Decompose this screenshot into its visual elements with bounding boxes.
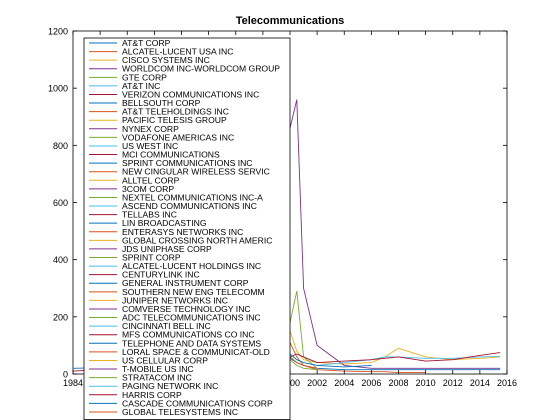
legend-label: COMVERSE TECHNOLOGY INC [122,304,251,314]
x-tick-label: 2004 [334,378,354,388]
legend-label: WORLDCOM INC-WORLDCOM GROUP [122,64,280,74]
legend-label: US WEST INC [122,141,178,151]
x-tick-label: 2006 [361,378,381,388]
legend-label: ALCATEL-LUCENT HOLDINGS INC [122,261,261,271]
legend-label: CENTURYLINK INC [122,270,200,280]
x-tick-label: 2008 [388,378,408,388]
legend-label: STRATACOM INC [122,373,192,383]
legend-label: ENTERASYS NETWORKS INC [122,227,243,237]
legend-label: BELLSOUTH CORP [122,98,201,108]
legend-label: AT&T CORP [122,38,171,48]
legend-label: T-MOBILE US INC [122,364,194,374]
legend-box [83,37,291,420]
x-tick-label: 2002 [307,378,327,388]
legend-label: SOUTHERN NEW ENG TELECOMM [122,287,265,297]
legend-label: JDS UNIPHASE CORP [122,244,212,254]
legend-label: GTE CORP [122,72,167,82]
legend-label: GLOBAL TELESYSTEMS INC [122,407,238,417]
x-tick-label: 1984 [63,378,83,388]
legend-label: CINCINNATI BELL INC [122,321,211,331]
y-tick-label: 800 [53,141,68,151]
y-tick-label: 200 [53,312,68,322]
legend-label: CISCO SYSTEMS INC [122,55,210,65]
legend-label: HARRIS CORP [122,390,182,400]
legend-label: ALLTEL CORP [122,175,180,185]
legend-label: GLOBAL CROSSING NORTH AMERIC [122,235,272,245]
legend-label: JUNIPER NETWORKS INC [122,295,228,305]
y-tick-label: 400 [53,255,68,265]
legend-label: CASCADE COMMUNICATIONS CORP [122,398,273,408]
legend-label: SPRINT CORP [122,253,181,263]
y-tick-label: 1000 [48,84,68,94]
legend-label: VODAFONE AMERICAS INC [122,132,234,142]
legend-label: TELEPHONE AND DATA SYSTEMS [122,338,261,348]
legend-label: TELLABS INC [122,210,177,220]
legend-label: VERIZON COMMUNICATIONS INC [122,89,259,99]
legend-label: ASCEND COMMUNICATIONS INC [122,201,257,211]
y-tick-label: 1200 [48,27,68,37]
legend-label: NEXTEL COMMUNICATIONS INC-A [122,192,263,202]
x-tick-label: 2010 [416,378,436,388]
y-tick-label: 0 [63,370,68,380]
legend-label: MFS COMMUNICATIONS CO INC [122,330,255,340]
legend-label: AT&T INC [122,81,160,91]
legend-label: 3COM CORP [122,184,174,194]
legend-label: GENERAL INSTRUMENT CORP [122,278,249,288]
legend-label: LIN BROADCASTING [122,218,207,228]
chart-title: Telecommunications [236,15,345,27]
legend-label: NEW CINGULAR WIRELESS SERVIC [122,167,270,177]
legend-label: LORAL SPACE & COMMUNICAT-OLD [122,347,270,357]
legend-label: AT&T TELEHOLDINGS INC [122,107,229,117]
x-tick-label: 2016 [497,378,517,388]
series-line-7 [289,352,501,364]
legend-label: ADC TELECOMMUNICATIONS INC [122,313,261,323]
legend-label: SPRINT COMMUNICATIONS INC [122,158,253,168]
legend-label: ALCATEL-LUCENT USA INC [122,47,233,57]
legend-label: PAGING NETWORK INC [122,381,218,391]
legend-label: NYNEX CORP [122,124,179,134]
x-tick-label: 2014 [470,378,490,388]
legend-label: MCI COMMUNICATIONS [122,150,220,160]
legend-label: PACIFIC TELESIS GROUP [122,115,227,125]
y-axis: 0 200 400 600 800 1000 1200 [48,27,507,380]
legend-label: US CELLULAR CORP [122,355,208,365]
y-tick-label: 600 [53,198,68,208]
x-tick-label: 2012 [443,378,463,388]
